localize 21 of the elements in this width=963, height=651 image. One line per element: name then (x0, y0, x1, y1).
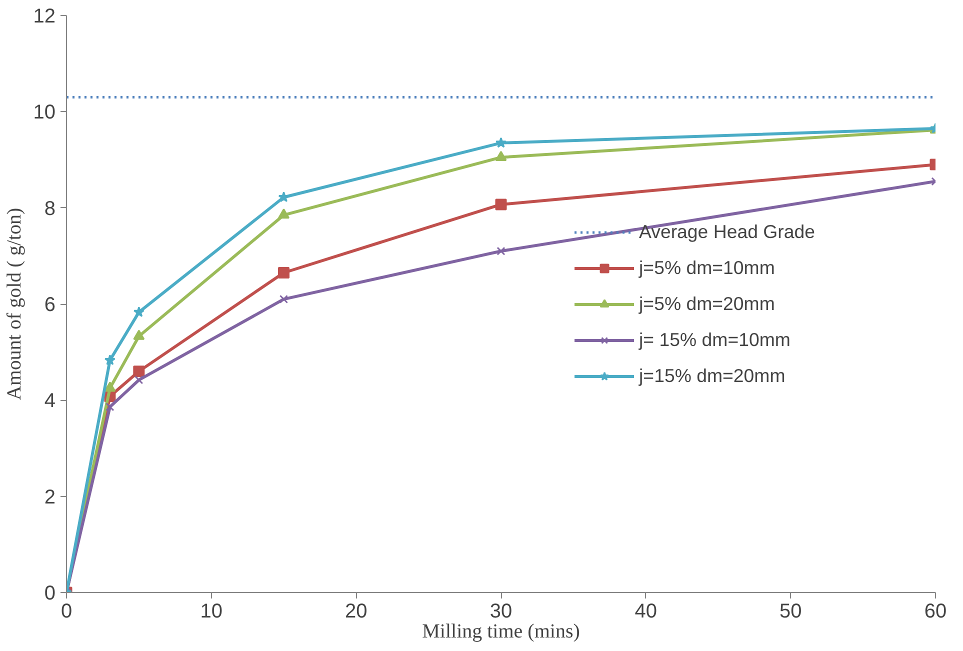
legend-label: j= 15% dm=10mm (639, 328, 790, 350)
legend-label: Average Head Grade (639, 220, 815, 242)
y-tick-label: 2 (44, 486, 56, 508)
x-tick-label: 20 (345, 600, 368, 622)
y-tick-label: 0 (44, 582, 56, 604)
y-tick-label: 4 (44, 390, 56, 412)
legend-label: j=5% dm=10mm (639, 256, 775, 278)
y-tick-label: 6 (44, 294, 56, 316)
y-tick-label: 12 (33, 6, 56, 28)
y-tick-label: 8 (44, 198, 56, 220)
legend-label: j=15% dm=20mm (639, 364, 786, 386)
x-tick-label: 10 (200, 600, 222, 622)
x-tick-label: 50 (780, 600, 802, 622)
x-tick-label: 30 (490, 600, 512, 622)
x-tick-label: 60 (924, 600, 947, 622)
x-tick-label: 40 (634, 600, 657, 622)
y-axis-title: Amount of gold ( g/ton) (3, 208, 26, 400)
x-axis-title: Milling time (mins) (422, 620, 580, 642)
x-tick-label: 0 (60, 600, 72, 622)
legend-label: j=5% dm=20mm (639, 292, 775, 314)
y-tick-label: 10 (33, 102, 56, 124)
